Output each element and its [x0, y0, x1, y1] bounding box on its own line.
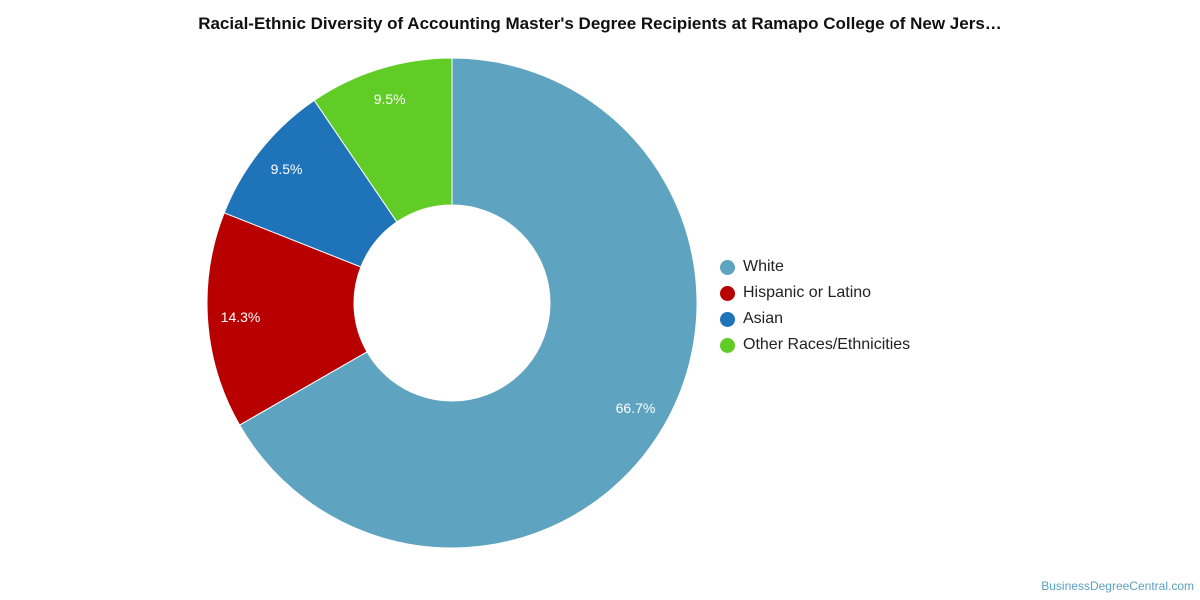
donut-slices [206, 57, 698, 549]
legend-item-asian[interactable]: Asian [720, 306, 910, 332]
chart-title: Racial-Ethnic Diversity of Accounting Ma… [198, 14, 1002, 33]
legend-swatch [720, 311, 735, 327]
legend-swatch [720, 259, 735, 275]
donut-slice-other-races-ethnicities[interactable] [313, 57, 453, 223]
slice-label-white: 66.7% [616, 400, 656, 416]
legend-swatch [720, 337, 735, 353]
chart-legend: White Hispanic or Latino Asian Other Races/… [720, 254, 910, 358]
slice-labels: 66.7% 14.3% 9.5% 9.5% [221, 91, 656, 416]
slice-label-other-races-ethnicities: 9.5% [374, 91, 406, 107]
legend-item-white[interactable]: White [720, 254, 910, 280]
legend-label: White [743, 258, 784, 275]
legend-label: Hispanic or Latino [743, 284, 872, 301]
legend-label: Asian [743, 310, 784, 327]
site-watermark: BusinessDegreeCentral.com [1041, 579, 1194, 593]
legend-item-other-races-ethnicities[interactable]: Other Races/Ethnicities [720, 332, 910, 358]
slice-label-hispanic-or-latino: 14.3% [221, 309, 261, 325]
donut-slice-white[interactable] [238, 57, 698, 549]
legend-swatch [720, 285, 735, 301]
slice-label-asian: 9.5% [271, 161, 303, 177]
legend-label: Other Races/Ethnicities [743, 336, 911, 353]
legend-item-hispanic-or-latino[interactable]: Hispanic or Latino [720, 280, 910, 306]
donut-slice-hispanic-or-latino[interactable] [206, 212, 368, 426]
